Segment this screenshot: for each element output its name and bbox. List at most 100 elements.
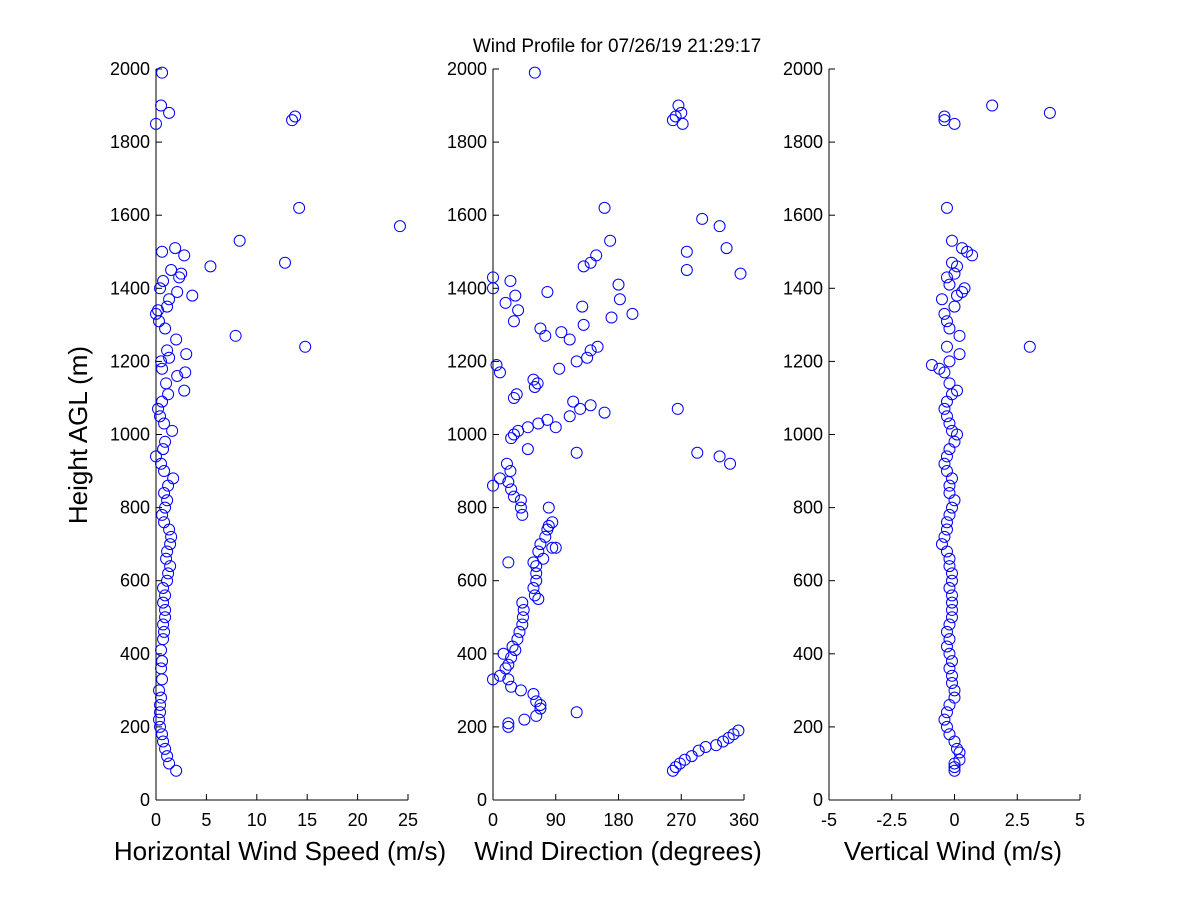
x-tick-label-direction-1: 90 xyxy=(546,810,566,830)
data-point-vertical-34 xyxy=(938,530,951,543)
data-point-direction-122 xyxy=(713,220,726,233)
data-point-direction-57 xyxy=(542,501,555,514)
data-point-speed-27 xyxy=(160,552,173,565)
data-point-direction-83 xyxy=(567,395,580,408)
data-point-vertical-45 xyxy=(940,450,953,463)
data-point-direction-124 xyxy=(604,234,617,247)
data-point-speed-57 xyxy=(180,348,193,361)
data-point-vertical-33 xyxy=(935,538,948,551)
data-point-speed-70 xyxy=(157,274,170,287)
x-axis-label-speed: Horizontal Wind Speed (m/s) xyxy=(114,836,446,866)
data-point-direction-77 xyxy=(691,446,704,459)
data-point-speed-77 xyxy=(156,245,169,258)
data-point-direction-129 xyxy=(672,99,685,112)
y-tick-label-direction-200: 200 xyxy=(457,717,487,737)
data-point-direction-42 xyxy=(530,567,543,580)
data-point-vertical-29 xyxy=(945,567,958,580)
data-point-direction-116 xyxy=(590,249,603,262)
data-point-direction-95 xyxy=(584,344,597,357)
y-tick-label-speed-600: 600 xyxy=(120,571,150,591)
chart-title: Wind Profile for 07/26/19 21:29:17 xyxy=(473,36,761,57)
data-point-vertical-41 xyxy=(943,479,956,492)
data-point-speed-58 xyxy=(161,344,174,357)
data-point-vertical-51 xyxy=(940,410,953,423)
data-point-direction-55 xyxy=(516,508,529,521)
data-point-speed-0 xyxy=(170,764,183,777)
data-point-direction-5 xyxy=(692,744,705,757)
data-point-vertical-50 xyxy=(943,417,956,430)
data-point-speed-56 xyxy=(163,351,176,364)
data-point-speed-39 xyxy=(158,465,171,478)
data-point-direction-86 xyxy=(528,380,541,393)
data-point-direction-64 xyxy=(504,465,517,478)
data-point-direction-119 xyxy=(734,267,747,280)
data-point-direction-20 xyxy=(527,688,540,701)
data-point-direction-56 xyxy=(514,501,527,514)
data-point-direction-112 xyxy=(577,260,590,273)
data-point-speed-9 xyxy=(154,698,167,711)
y-axis-label: Height AGL (m) xyxy=(63,346,93,524)
data-point-speed-66 xyxy=(163,293,176,306)
data-point-vertical-84 xyxy=(1043,106,1056,119)
data-point-direction-87 xyxy=(531,377,544,390)
data-point-direction-38 xyxy=(532,592,545,605)
data-point-speed-3 xyxy=(159,742,172,755)
data-point-vertical-71 xyxy=(940,271,953,284)
x-tick-label-direction-0: 0 xyxy=(488,810,498,830)
data-point-direction-60 xyxy=(505,483,518,496)
data-point-direction-32 xyxy=(511,633,524,646)
data-point-vertical-86 xyxy=(938,114,951,127)
data-point-direction-7 xyxy=(710,739,723,752)
data-point-direction-43 xyxy=(530,560,543,573)
data-point-vertical-26 xyxy=(945,589,958,602)
data-point-direction-11 xyxy=(732,724,745,737)
y-tick-label-vertical-800: 800 xyxy=(793,498,823,518)
data-point-vertical-18 xyxy=(943,647,956,660)
data-point-direction-27 xyxy=(502,658,515,671)
data-point-direction-120 xyxy=(598,201,611,214)
x-tick-label-speed-0: 0 xyxy=(151,810,161,830)
y-tick-label-direction-400: 400 xyxy=(457,644,487,664)
data-point-direction-88 xyxy=(527,373,540,386)
data-point-direction-75 xyxy=(671,402,684,415)
y-tick-label-direction-1800: 1800 xyxy=(447,132,487,152)
y-tick-label-direction-1000: 1000 xyxy=(447,425,487,445)
y-tick-label-direction-0: 0 xyxy=(477,790,487,810)
data-point-vertical-80 xyxy=(935,293,948,306)
data-point-direction-68 xyxy=(507,428,520,441)
data-point-vertical-21 xyxy=(940,625,953,638)
data-point-direction-79 xyxy=(724,457,737,470)
data-point-speed-81 xyxy=(293,201,306,214)
data-point-direction-103 xyxy=(576,300,589,313)
data-point-direction-41 xyxy=(530,574,543,587)
data-point-speed-68 xyxy=(186,289,199,302)
data-point-direction-53 xyxy=(542,519,555,532)
data-point-speed-6 xyxy=(154,720,167,733)
data-point-vertical-77 xyxy=(956,242,969,255)
data-point-vertical-24 xyxy=(945,603,958,616)
y-tick-label-vertical-1600: 1600 xyxy=(783,205,823,225)
data-point-direction-108 xyxy=(541,285,554,298)
data-point-vertical-35 xyxy=(940,523,953,536)
data-point-vertical-49 xyxy=(945,424,958,437)
y-tick-label-direction-600: 600 xyxy=(457,571,487,591)
y-tick-label-vertical-600: 600 xyxy=(793,571,823,591)
data-point-vertical-0 xyxy=(948,764,961,777)
data-point-direction-40 xyxy=(527,582,540,595)
x-tick-label-direction-3: 270 xyxy=(666,810,696,830)
data-point-vertical-36 xyxy=(940,516,953,529)
x-tick-label-direction-4: 360 xyxy=(729,810,759,830)
data-point-direction-0 xyxy=(666,764,679,777)
data-point-speed-80 xyxy=(393,220,406,233)
data-point-direction-26 xyxy=(499,662,512,675)
data-point-speed-20 xyxy=(159,603,172,616)
data-point-speed-43 xyxy=(159,435,172,448)
data-point-speed-59 xyxy=(170,333,183,346)
data-point-speed-47 xyxy=(152,402,165,415)
data-point-vertical-13 xyxy=(948,684,961,697)
data-point-speed-2 xyxy=(161,750,174,763)
data-point-vertical-20 xyxy=(943,633,956,646)
data-point-direction-18 xyxy=(534,698,547,711)
data-point-speed-13 xyxy=(155,662,168,675)
